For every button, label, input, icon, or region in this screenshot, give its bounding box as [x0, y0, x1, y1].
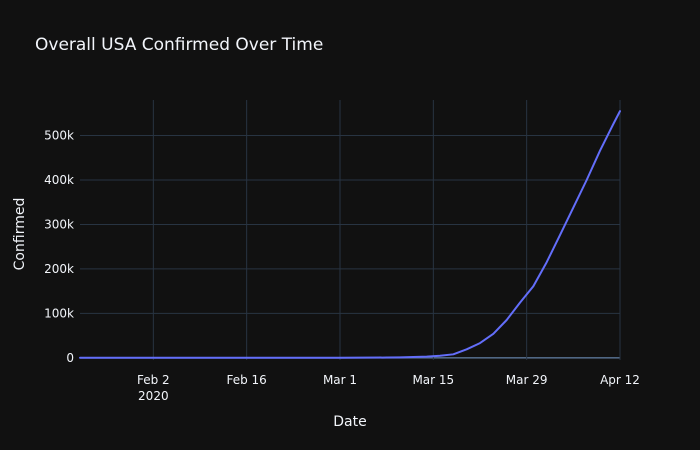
- x-tick-label: Apr 12: [600, 373, 640, 387]
- x-tick-label: Feb 16: [226, 373, 266, 387]
- y-axis-title: Confirmed: [12, 198, 28, 271]
- y-tick-label: 400k: [44, 173, 74, 187]
- y-tick-label: 0: [66, 351, 74, 365]
- ticks: 0 100k 200k 300k 400k 500k Feb 2 2020 Feb 16 Mar …: [44, 129, 640, 403]
- x-tick-label: Mar 29: [506, 373, 548, 387]
- series-line-confirmed: [79, 110, 621, 359]
- chart-title: Overall USA Confirmed Over Time: [35, 35, 323, 55]
- y-tick-label: 500k: [44, 129, 74, 143]
- x-axis-title: Date: [333, 414, 366, 430]
- y-tick-label: 200k: [44, 262, 74, 276]
- y-tick-label: 300k: [44, 217, 74, 231]
- y-tick-label: 100k: [44, 306, 74, 320]
- x-tick-label: Mar 15: [412, 373, 454, 387]
- series-layer: [79, 110, 621, 359]
- x-tick-sublabel: 2020: [138, 389, 169, 403]
- plot-area: [80, 100, 620, 360]
- grid: [80, 100, 621, 360]
- x-tick-label: Mar 1: [323, 373, 357, 387]
- x-tick-label: Feb 2: [137, 373, 170, 387]
